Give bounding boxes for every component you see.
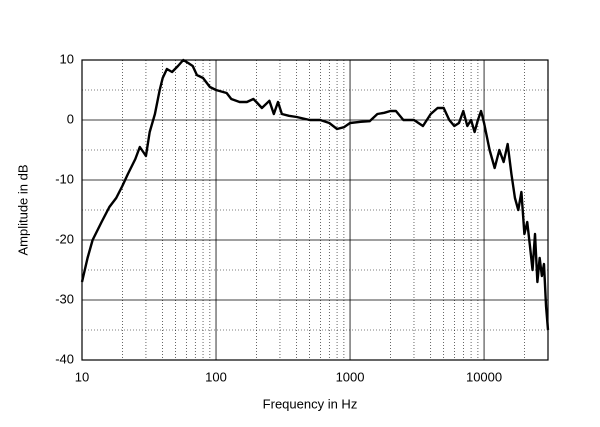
y-tick-label: 10 [60, 51, 74, 66]
x-tick-label: 100 [205, 369, 227, 384]
plot-frame [81, 59, 549, 361]
y-tick-label: 0 [67, 111, 74, 126]
y-axis-label: Amplitude in dB [15, 164, 30, 255]
x-tick-label: 10000 [466, 369, 502, 384]
x-tick-label: 10 [75, 369, 89, 384]
y-tick-label: -30 [55, 291, 74, 306]
response-line [80, 58, 550, 331]
x-axis-label: Frequency in Hz [263, 396, 358, 411]
x-tick-label: 1000 [336, 369, 365, 384]
y-tick-label: -10 [55, 171, 74, 186]
y-tick-label: -20 [55, 231, 74, 246]
y-tick-label: -40 [55, 351, 74, 366]
